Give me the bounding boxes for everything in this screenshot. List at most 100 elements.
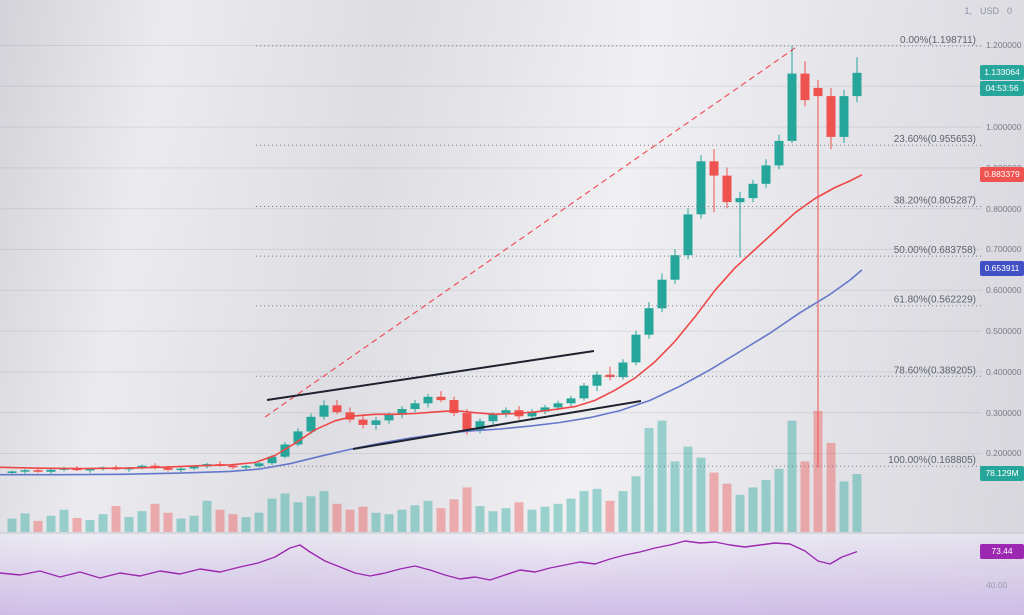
ma-fast-price-badge: 0.883379: [980, 167, 1024, 183]
volume-bar: [761, 480, 771, 532]
candle: [345, 407, 355, 423]
volume-bar: [150, 503, 160, 532]
candle: [748, 179, 758, 203]
ma-slow-line[interactable]: [0, 269, 863, 476]
fib-level-label: 78.60%(0.389205): [894, 365, 976, 376]
candle: [20, 469, 30, 474]
volume-bar: [163, 512, 173, 532]
volume-bar: [436, 508, 446, 532]
candle: [358, 414, 368, 429]
volume-bar: [488, 511, 498, 532]
volume-bar: [592, 488, 602, 532]
rsi-line[interactable]: [0, 540, 858, 581]
volume-bar: [59, 509, 69, 532]
volume-bar: [33, 520, 43, 532]
volume-bar: [254, 512, 264, 532]
candle: [371, 417, 381, 430]
fib-level-label: 50.00%(0.683758): [894, 245, 976, 256]
volume-bar: [111, 506, 121, 532]
volume-bar: [475, 506, 485, 532]
volume-bar: [683, 446, 693, 532]
volume-bar: [787, 420, 797, 532]
volume-bar: [397, 509, 407, 532]
candle: [787, 46, 797, 143]
candle: [644, 302, 654, 339]
volume-bar: [527, 509, 537, 532]
fib-level-label: 38.20%(0.805287): [894, 196, 976, 207]
volume-bar: [384, 514, 394, 532]
legend-extra[interactable]: 0: [1006, 6, 1012, 16]
candle: [592, 371, 602, 392]
fib-level-label: 23.60%(0.955653): [894, 134, 976, 145]
volume-bar: [137, 511, 147, 532]
price-tick-label: 0.400000: [986, 366, 1022, 377]
fib-retracement[interactable]: 0.00%(1.198711) 23.60%(0.955653) 38.20%(0.…: [256, 35, 982, 467]
candle: [774, 134, 784, 170]
candle: [527, 409, 537, 419]
price-tick-label: 0.300000: [986, 407, 1022, 418]
volume-badge: 78.129M: [980, 466, 1024, 482]
channel-upper-line[interactable]: [266, 350, 595, 401]
candle: [566, 395, 576, 407]
volume-bar: [85, 520, 95, 532]
volume-bar: [241, 517, 251, 532]
price-tick-label: 0.200000: [986, 448, 1022, 459]
candle: [722, 167, 732, 209]
rsi-pane-background: [0, 533, 1024, 615]
candle: [605, 366, 615, 381]
ma-slow-price-badge: 0.653911: [980, 260, 1024, 276]
candle: [410, 400, 420, 413]
candle: [150, 463, 160, 470]
candle: [631, 330, 641, 366]
volume-bar: [410, 505, 420, 532]
chart-legend: 1, USD 0: [964, 6, 1012, 16]
candle: [852, 57, 862, 103]
candle: [332, 400, 342, 415]
fib-level-label: 0.00%(1.198711): [900, 35, 976, 46]
volume-bar: [748, 487, 758, 532]
legend-symbol[interactable]: USD: [979, 6, 999, 16]
candle: [540, 404, 550, 415]
candle: [436, 391, 446, 403]
volume-bar: [124, 517, 134, 532]
volume-bar: [189, 515, 199, 532]
volume-bar: [280, 493, 290, 532]
volume-bar: [800, 461, 810, 532]
candle: [657, 273, 667, 313]
channel-lower-line[interactable]: [352, 400, 642, 450]
candle: [670, 249, 680, 284]
volume-bar: [566, 498, 576, 532]
volume-bar: [579, 491, 589, 532]
ma-fast-line[interactable]: [0, 174, 863, 470]
volume-bar: [709, 472, 719, 532]
candle: [813, 79, 823, 468]
legend-interval[interactable]: 1,: [964, 6, 972, 16]
volume-bar: [306, 496, 316, 532]
price-tick-label: 1.200000: [986, 40, 1022, 51]
price-tick-label: 1.000000: [986, 122, 1022, 133]
volume-bar: [332, 503, 342, 532]
candle: [241, 464, 251, 470]
fib-level-label: 61.80%(0.562229): [894, 295, 976, 306]
rsi-tick-label: 40.00: [986, 580, 1008, 590]
price-tick-label: 0.600000: [986, 285, 1022, 296]
rsi-value-badge: 73.44: [980, 544, 1024, 560]
fib-level-label: 100.00%(0.168805): [888, 455, 976, 466]
volume-bar: [813, 410, 823, 532]
volume-bar: [449, 499, 459, 532]
volume-bar: [46, 515, 56, 532]
volume-bar: [540, 506, 550, 532]
volume-bar: [345, 509, 355, 532]
candle: [735, 191, 745, 258]
volume-bar: [553, 503, 563, 532]
volume-bar: [20, 513, 30, 532]
volume-bar: [319, 491, 329, 532]
candle: [761, 159, 771, 188]
dashed-trend-line[interactable]: [264, 47, 796, 418]
volume-bar: [228, 514, 238, 532]
candle: [826, 87, 836, 150]
volume-bar: [631, 476, 641, 532]
volume-bar: [735, 494, 745, 532]
